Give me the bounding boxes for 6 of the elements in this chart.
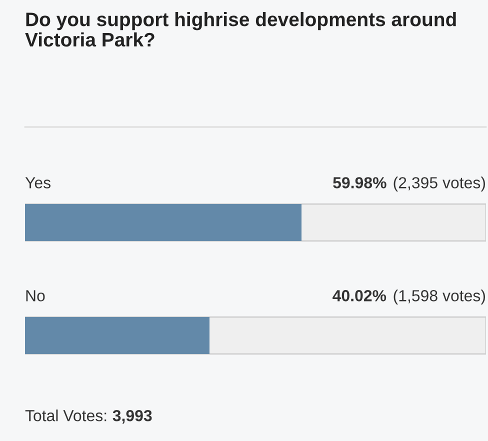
data-label: 40.02% (1,598 votes) (332, 290, 486, 305)
y-tick-label: Yes (25, 177, 50, 188)
chart-title: Do you support highrise developments around Victoria Park? (25, 12, 456, 47)
text: Total Votes: 3,993 (25, 410, 152, 424)
y-tick-label: No (26, 290, 45, 302)
data-label: 59.98% (2,395 votes) (333, 176, 486, 192)
